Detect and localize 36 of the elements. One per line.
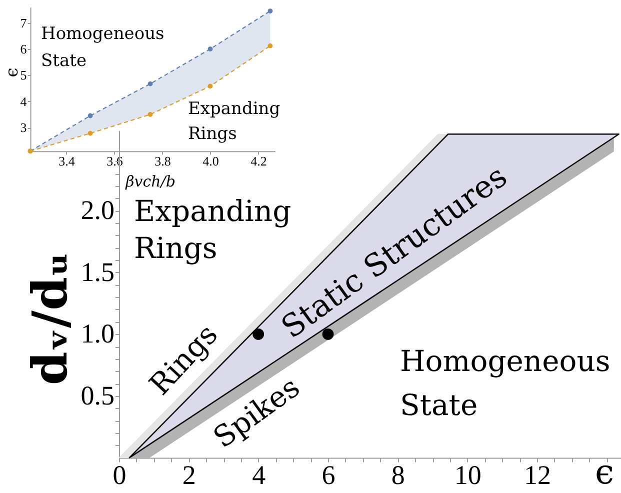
annotation: Expanding Rings	[134, 194, 292, 265]
y-axis-title: ϵ	[2, 68, 22, 78]
y-axis-title: dᵥ/dᵤ	[22, 252, 78, 386]
point	[268, 8, 273, 14]
y-tick-label: 3	[20, 120, 27, 136]
x-tick-label: 0	[112, 460, 126, 490]
x-axis-title: βvch/b	[124, 172, 176, 190]
y-tick-label: 1.0	[80, 318, 114, 349]
annotation: Homogeneous State	[400, 344, 610, 422]
point	[88, 113, 93, 118]
y-tick-label: 4	[20, 94, 28, 109]
x-tick-label: 10	[454, 460, 482, 490]
x-axis-title: ϵ	[594, 452, 614, 492]
x-tick-label: 6	[322, 460, 336, 490]
point	[148, 81, 153, 86]
y-tick-label: 6	[20, 41, 28, 56]
annotation: Homogeneous State	[41, 24, 164, 71]
y-tick-label: 2.0	[80, 195, 114, 226]
x-tick-label: 2	[182, 460, 196, 490]
x-tick-label: 12	[524, 460, 551, 490]
x-tick-label: 4.2	[250, 154, 267, 169]
x-tick-label: 3.4	[58, 154, 76, 169]
x-tick-label: 4.0	[202, 154, 219, 169]
point	[268, 43, 273, 48]
y-tick-label: 7	[20, 15, 28, 30]
annotation: Expanding Rings	[188, 99, 280, 144]
point	[208, 84, 213, 89]
x-tick-label: 8	[391, 460, 405, 490]
point	[208, 46, 213, 52]
point	[148, 112, 153, 117]
y-tick-label: 5	[20, 68, 27, 83]
x-tick-label: 3.8	[154, 154, 171, 169]
x-tick-label: 4	[252, 460, 266, 490]
y-tick-label: 1.5	[80, 256, 114, 287]
point	[88, 130, 93, 136]
y-tick-label: 0.5	[80, 380, 114, 410]
